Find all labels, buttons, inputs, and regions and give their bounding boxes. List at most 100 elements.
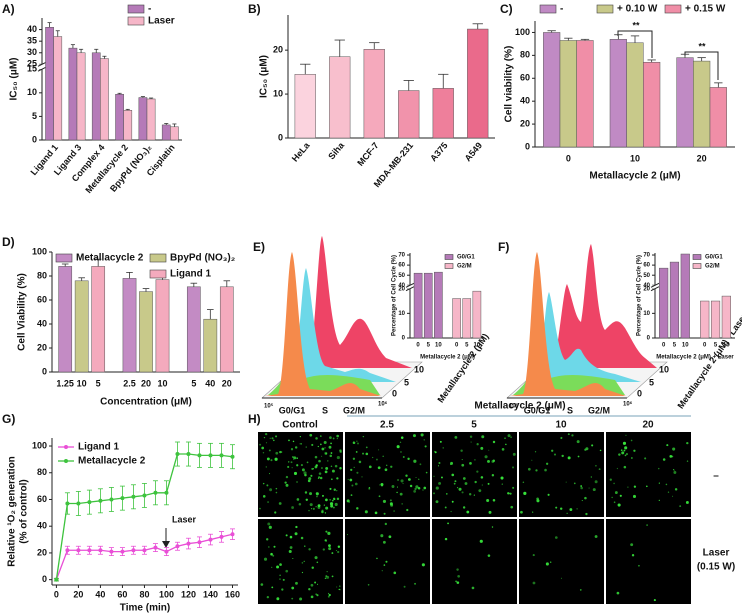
bar <box>710 300 721 339</box>
point <box>153 490 158 495</box>
fluorescence-spot <box>616 591 620 595</box>
fluorescence-spot <box>613 482 615 485</box>
legend-swatch <box>55 253 73 263</box>
fluorescence-spot <box>409 484 413 488</box>
fluorescence-spot <box>491 474 495 477</box>
histogram-5 <box>525 292 641 382</box>
x-tick-label: 10 <box>474 343 481 349</box>
fluorescence-spot <box>294 446 298 449</box>
fluorescence-spot <box>270 459 273 462</box>
point <box>120 496 125 501</box>
point <box>230 454 235 459</box>
fluorescence-spot <box>337 550 340 554</box>
fluorescence-spot <box>317 445 319 448</box>
fluorescence-spot <box>522 481 525 484</box>
bar <box>643 61 661 148</box>
fluorescence-spot <box>311 566 314 569</box>
fluorescence-spot <box>382 540 386 544</box>
fluorescence-spot <box>310 583 314 587</box>
fluorescence-spot <box>402 455 405 458</box>
fluorescence-spot <box>457 574 461 578</box>
fluorescence-spot <box>330 504 334 508</box>
fluorescence-spot <box>263 436 266 439</box>
bar <box>76 52 86 141</box>
fluorescence-spot <box>269 473 271 475</box>
fluorescence-spot <box>358 460 362 464</box>
fluorescence-spot <box>308 509 310 512</box>
legend-label: BpyPd (NO₃)₂ <box>170 253 235 264</box>
fluorescence-spot <box>478 489 482 493</box>
fluorescence-spot <box>469 462 472 465</box>
micrograph <box>432 519 517 604</box>
fluorescence-spot <box>419 463 422 466</box>
fluorescence-spot <box>310 595 314 599</box>
fluorescence-spot <box>357 442 359 445</box>
bar <box>91 52 101 141</box>
fluorescence-spot <box>393 510 395 512</box>
bar <box>676 57 694 148</box>
fluorescence-spot <box>349 478 353 482</box>
fluorescence-spot <box>279 578 281 580</box>
fluorescence-spot <box>267 501 269 503</box>
fluorescence-spot <box>273 545 276 548</box>
column-label: 10 <box>555 420 567 431</box>
legend-swatch <box>692 263 702 269</box>
legend-label: Metallacycle 2 <box>78 456 146 467</box>
fluorescence-spot <box>331 499 334 502</box>
fluorescence-spot <box>337 545 341 548</box>
fluorescence-spot <box>627 486 629 488</box>
bar <box>434 271 443 339</box>
fluorescence-spot <box>298 502 302 506</box>
bar <box>693 60 711 148</box>
fluorescence-spot <box>567 433 570 436</box>
y-tick-label: 0 <box>525 141 530 151</box>
fluorescence-spot <box>434 451 437 454</box>
panel-label: F) <box>498 240 509 254</box>
y-tick-label: 40 <box>643 283 650 289</box>
y-tick-label: 20 <box>37 342 47 352</box>
fluorescence-spot <box>285 569 289 573</box>
fluorescence-spot <box>291 456 294 458</box>
fluorescence-spot <box>579 589 582 591</box>
fluorescence-spot <box>327 460 329 462</box>
fluorescence-spot <box>450 510 452 513</box>
fluorescence-spot <box>630 439 633 442</box>
fluorescence-spot <box>316 561 319 564</box>
fluorescence-spot <box>631 554 635 557</box>
fluorescence-spot <box>473 494 475 496</box>
fluorescence-spot <box>492 459 496 463</box>
point <box>208 537 213 542</box>
fluorescence-spot <box>305 446 307 448</box>
fluorescence-spot <box>672 468 674 470</box>
fluorescence-spot <box>504 437 506 439</box>
fluorescence-spot <box>339 589 341 591</box>
fluorescence-spot <box>532 554 535 557</box>
y-tick-label: 0 <box>42 574 47 584</box>
fluorescence-spot <box>353 441 355 443</box>
point <box>197 453 202 458</box>
fluorescence-spot <box>454 480 457 483</box>
fluorescence-spot <box>646 485 648 488</box>
fluorescence-spot <box>323 504 325 506</box>
bar <box>467 28 489 139</box>
y-tick-label: 10 <box>398 311 405 317</box>
fluorescence-spot <box>666 444 669 447</box>
fluorescence-spot <box>285 475 289 479</box>
fluorescence-spot <box>560 577 562 579</box>
bar <box>363 49 385 139</box>
fluorescence-spot <box>630 457 633 459</box>
fluorescence-spot <box>265 442 268 444</box>
fluorescence-spot <box>623 449 626 452</box>
fluorescence-spot <box>509 492 512 495</box>
fluorescence-spot <box>268 525 272 529</box>
fluorescence-spot <box>507 434 511 438</box>
x-tick-label: 5 <box>191 378 196 388</box>
fluorescence-spot <box>285 534 288 537</box>
fluorescence-spot <box>423 486 427 490</box>
fluorescence-spot <box>576 508 578 510</box>
z-tick-label: 0 <box>637 388 642 398</box>
fluorescence-spot <box>288 439 290 442</box>
fluorescence-spot <box>332 497 336 501</box>
fluorescence-spot <box>450 461 454 465</box>
